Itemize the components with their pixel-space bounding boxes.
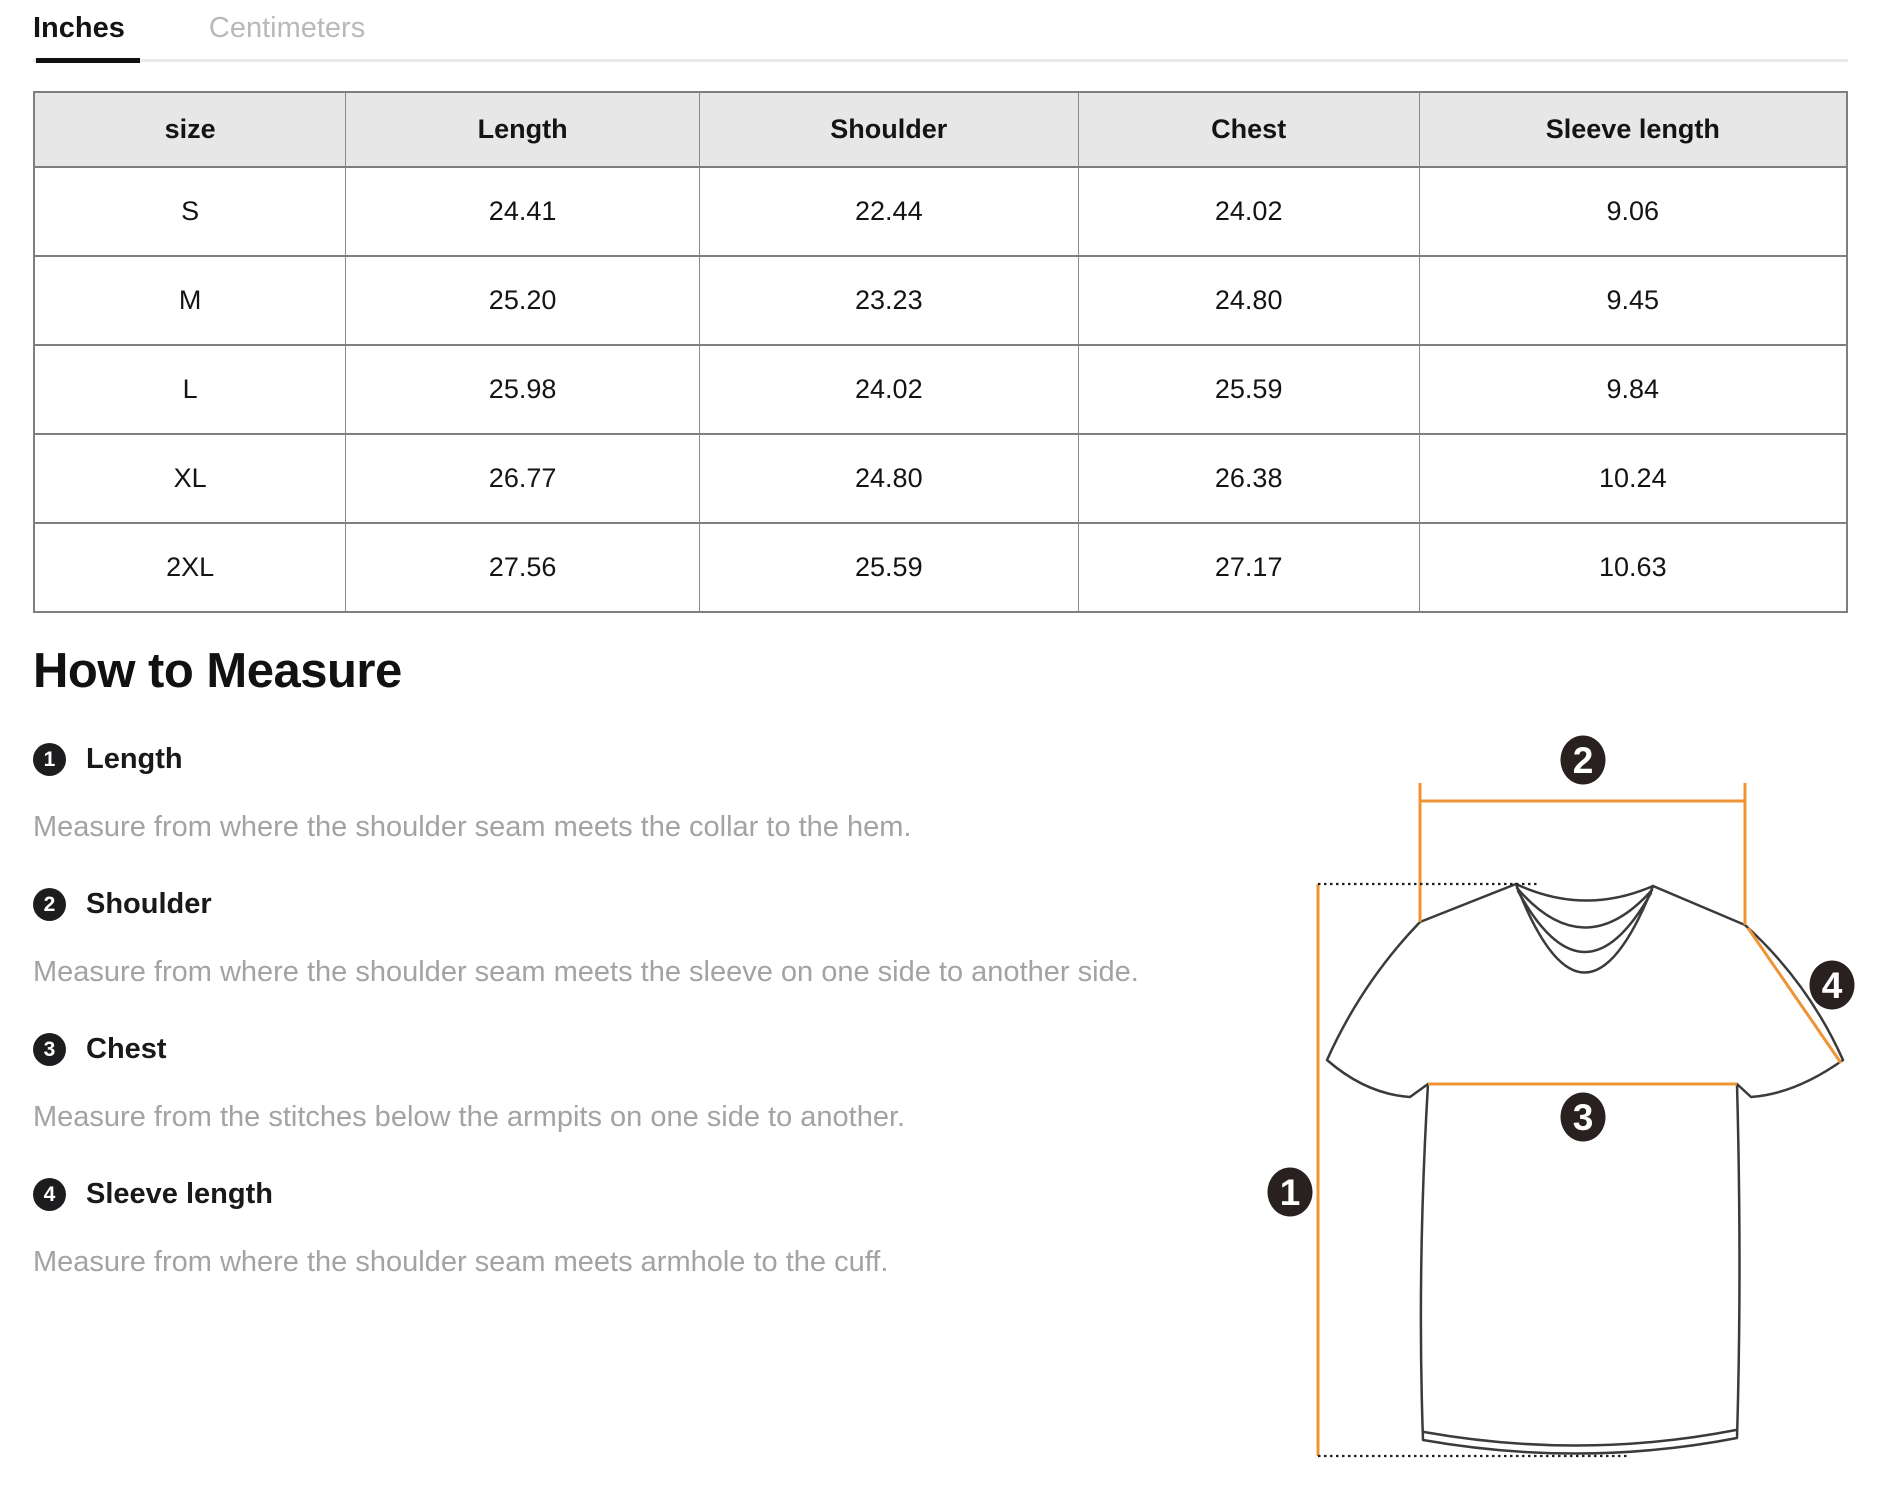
- chest-cell: 25.59: [1077, 344, 1420, 435]
- diagram-badge-2: 2: [1560, 735, 1606, 785]
- length-cell: 24.41: [345, 166, 700, 257]
- size-cell: XL: [33, 433, 347, 524]
- unit-tabs: Inches Centimeters: [33, 0, 1848, 63]
- measure-item-description: Measure from the stitches below the armp…: [33, 1101, 906, 1133]
- measure-item-description: Measure from where the shoulder seam mee…: [33, 1246, 889, 1278]
- measure-item-description: Measure from where the shoulder seam mee…: [33, 811, 912, 843]
- header-length: Length: [345, 91, 700, 168]
- table-row: L 25.98 24.02 25.59 9.84: [33, 344, 1848, 435]
- measure-item-label: Chest: [86, 1033, 167, 1065]
- shoulder-cell: 24.02: [698, 344, 1079, 435]
- tab-inches[interactable]: Inches: [33, 12, 125, 44]
- dotted-reference-lines: [1318, 882, 1628, 1458]
- table-row: M 25.20 23.23 24.80 9.45: [33, 255, 1848, 346]
- svg-text:2: 2: [1573, 740, 1594, 781]
- shoulder-cell: 22.44: [698, 166, 1079, 257]
- table-row: S 24.41 22.44 24.02 9.06: [33, 166, 1848, 257]
- sleeve-cell: 9.84: [1418, 344, 1848, 435]
- header-size: size: [33, 91, 347, 168]
- shoulder-cell: 23.23: [698, 255, 1079, 346]
- measure-item-length: 1 Length: [33, 743, 1848, 776]
- active-tab-indicator: [36, 58, 140, 63]
- step-2-badge: 2: [33, 888, 66, 921]
- chest-cell: 27.17: [1077, 522, 1420, 613]
- size-cell: M: [33, 255, 347, 346]
- tshirt-measurement-diagram: 1 2 3 4: [1267, 735, 1855, 1458]
- sleeve-cell: 10.63: [1418, 522, 1848, 613]
- measure-item-chest: 3 Chest: [33, 1033, 1848, 1066]
- header-sleeve-length: Sleeve length: [1418, 91, 1848, 168]
- measure-item-shoulder: 2 Shoulder: [33, 888, 1848, 921]
- header-chest: Chest: [1077, 91, 1420, 168]
- diagram-badge-1: 1: [1267, 1167, 1313, 1217]
- table-row: 2XL 27.56 25.59 27.17 10.63: [33, 522, 1848, 613]
- header-shoulder: Shoulder: [698, 91, 1079, 168]
- svg-text:1: 1: [1280, 1172, 1301, 1213]
- size-guide-panel: Inches Centimeters size Length Shoulder …: [33, 0, 1848, 1278]
- diagram-badge-4: 4: [1809, 960, 1855, 1010]
- sleeve-cell: 9.45: [1418, 255, 1848, 346]
- step-3-badge: 3: [33, 1033, 66, 1066]
- chest-cell: 24.02: [1077, 166, 1420, 257]
- diagram-badge-3: 3: [1560, 1092, 1606, 1142]
- tshirt-outline: [1325, 882, 1845, 1455]
- measure-item-label: Shoulder: [86, 888, 212, 920]
- size-cell: 2XL: [33, 522, 347, 613]
- measure-item-label: Sleeve length: [86, 1178, 273, 1210]
- size-cell: S: [33, 166, 347, 257]
- diagram-badges: 1 2 3 4: [1267, 735, 1855, 1217]
- measure-item-sleeve-length: 4 Sleeve length: [33, 1178, 1848, 1211]
- measure-item-description: Measure from where the shoulder seam mee…: [33, 956, 1139, 988]
- how-to-measure-title: How to Measure: [33, 644, 402, 698]
- table-row: XL 26.77 24.80 26.38 10.24: [33, 433, 1848, 524]
- measurement-lines: [1316, 783, 1843, 1456]
- shoulder-cell: 24.80: [698, 433, 1079, 524]
- sleeve-cell: 10.24: [1418, 433, 1848, 524]
- svg-text:3: 3: [1573, 1097, 1594, 1138]
- length-cell: 25.98: [345, 344, 700, 435]
- measure-item-label: Length: [86, 743, 183, 775]
- chest-cell: 26.38: [1077, 433, 1420, 524]
- sleeve-cell: 9.06: [1418, 166, 1848, 257]
- size-cell: L: [33, 344, 347, 435]
- step-4-badge: 4: [33, 1178, 66, 1211]
- tab-track: [33, 58, 1848, 63]
- length-cell: 26.77: [345, 433, 700, 524]
- length-cell: 27.56: [345, 522, 700, 613]
- step-1-badge: 1: [33, 743, 66, 776]
- length-cell: 25.20: [345, 255, 700, 346]
- tab-centimeters[interactable]: Centimeters: [208, 12, 366, 44]
- sleeve-length-line: [1746, 927, 1843, 1064]
- size-chart-table: size Length Shoulder Chest Sleeve length…: [33, 91, 1848, 613]
- svg-text:4: 4: [1822, 965, 1843, 1006]
- table-header-row: size Length Shoulder Chest Sleeve length: [33, 91, 1848, 168]
- chest-cell: 24.80: [1077, 255, 1420, 346]
- shoulder-cell: 25.59: [698, 522, 1079, 613]
